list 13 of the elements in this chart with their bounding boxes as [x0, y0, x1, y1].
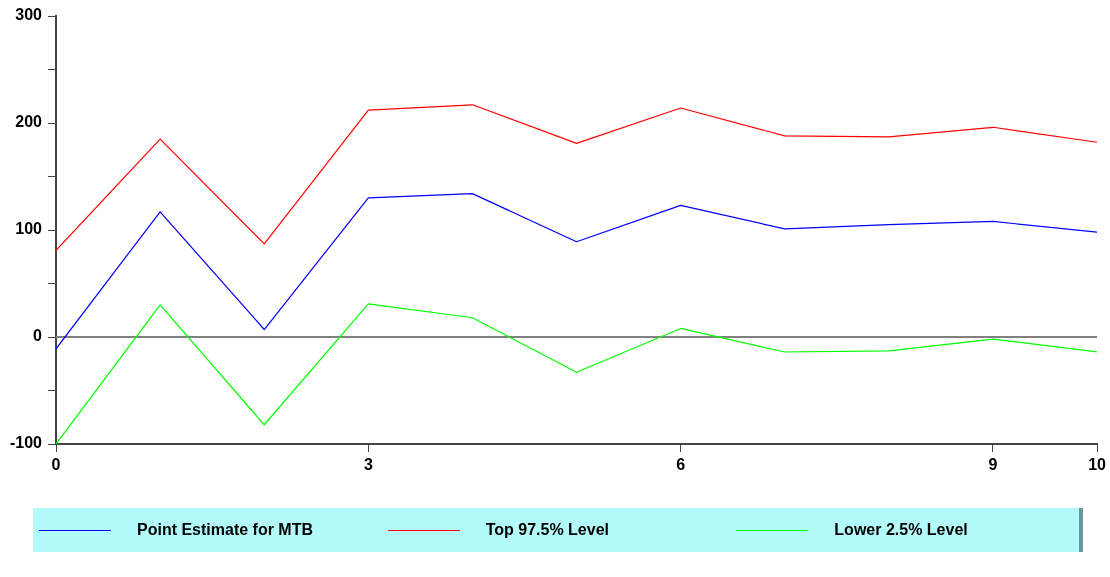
- legend-label: Point Estimate for MTB: [137, 521, 314, 539]
- y-tick-label: 300: [15, 6, 43, 24]
- y-tick-label: -100: [9, 434, 43, 452]
- y-tick-label: 200: [15, 113, 43, 131]
- y-tick-label: 100: [15, 220, 43, 238]
- legend-label: Lower 2.5% Level: [834, 521, 968, 539]
- legend-label: Top 97.5% Level: [485, 521, 609, 539]
- x-tick-label: 3: [363, 456, 373, 474]
- x-tick-label: 0: [51, 456, 61, 474]
- x-tick-label: 9: [988, 456, 998, 474]
- x-tick-label: 6: [676, 456, 686, 474]
- y-tick-label: 0: [33, 327, 43, 345]
- x-tick-label: 10: [1088, 456, 1107, 474]
